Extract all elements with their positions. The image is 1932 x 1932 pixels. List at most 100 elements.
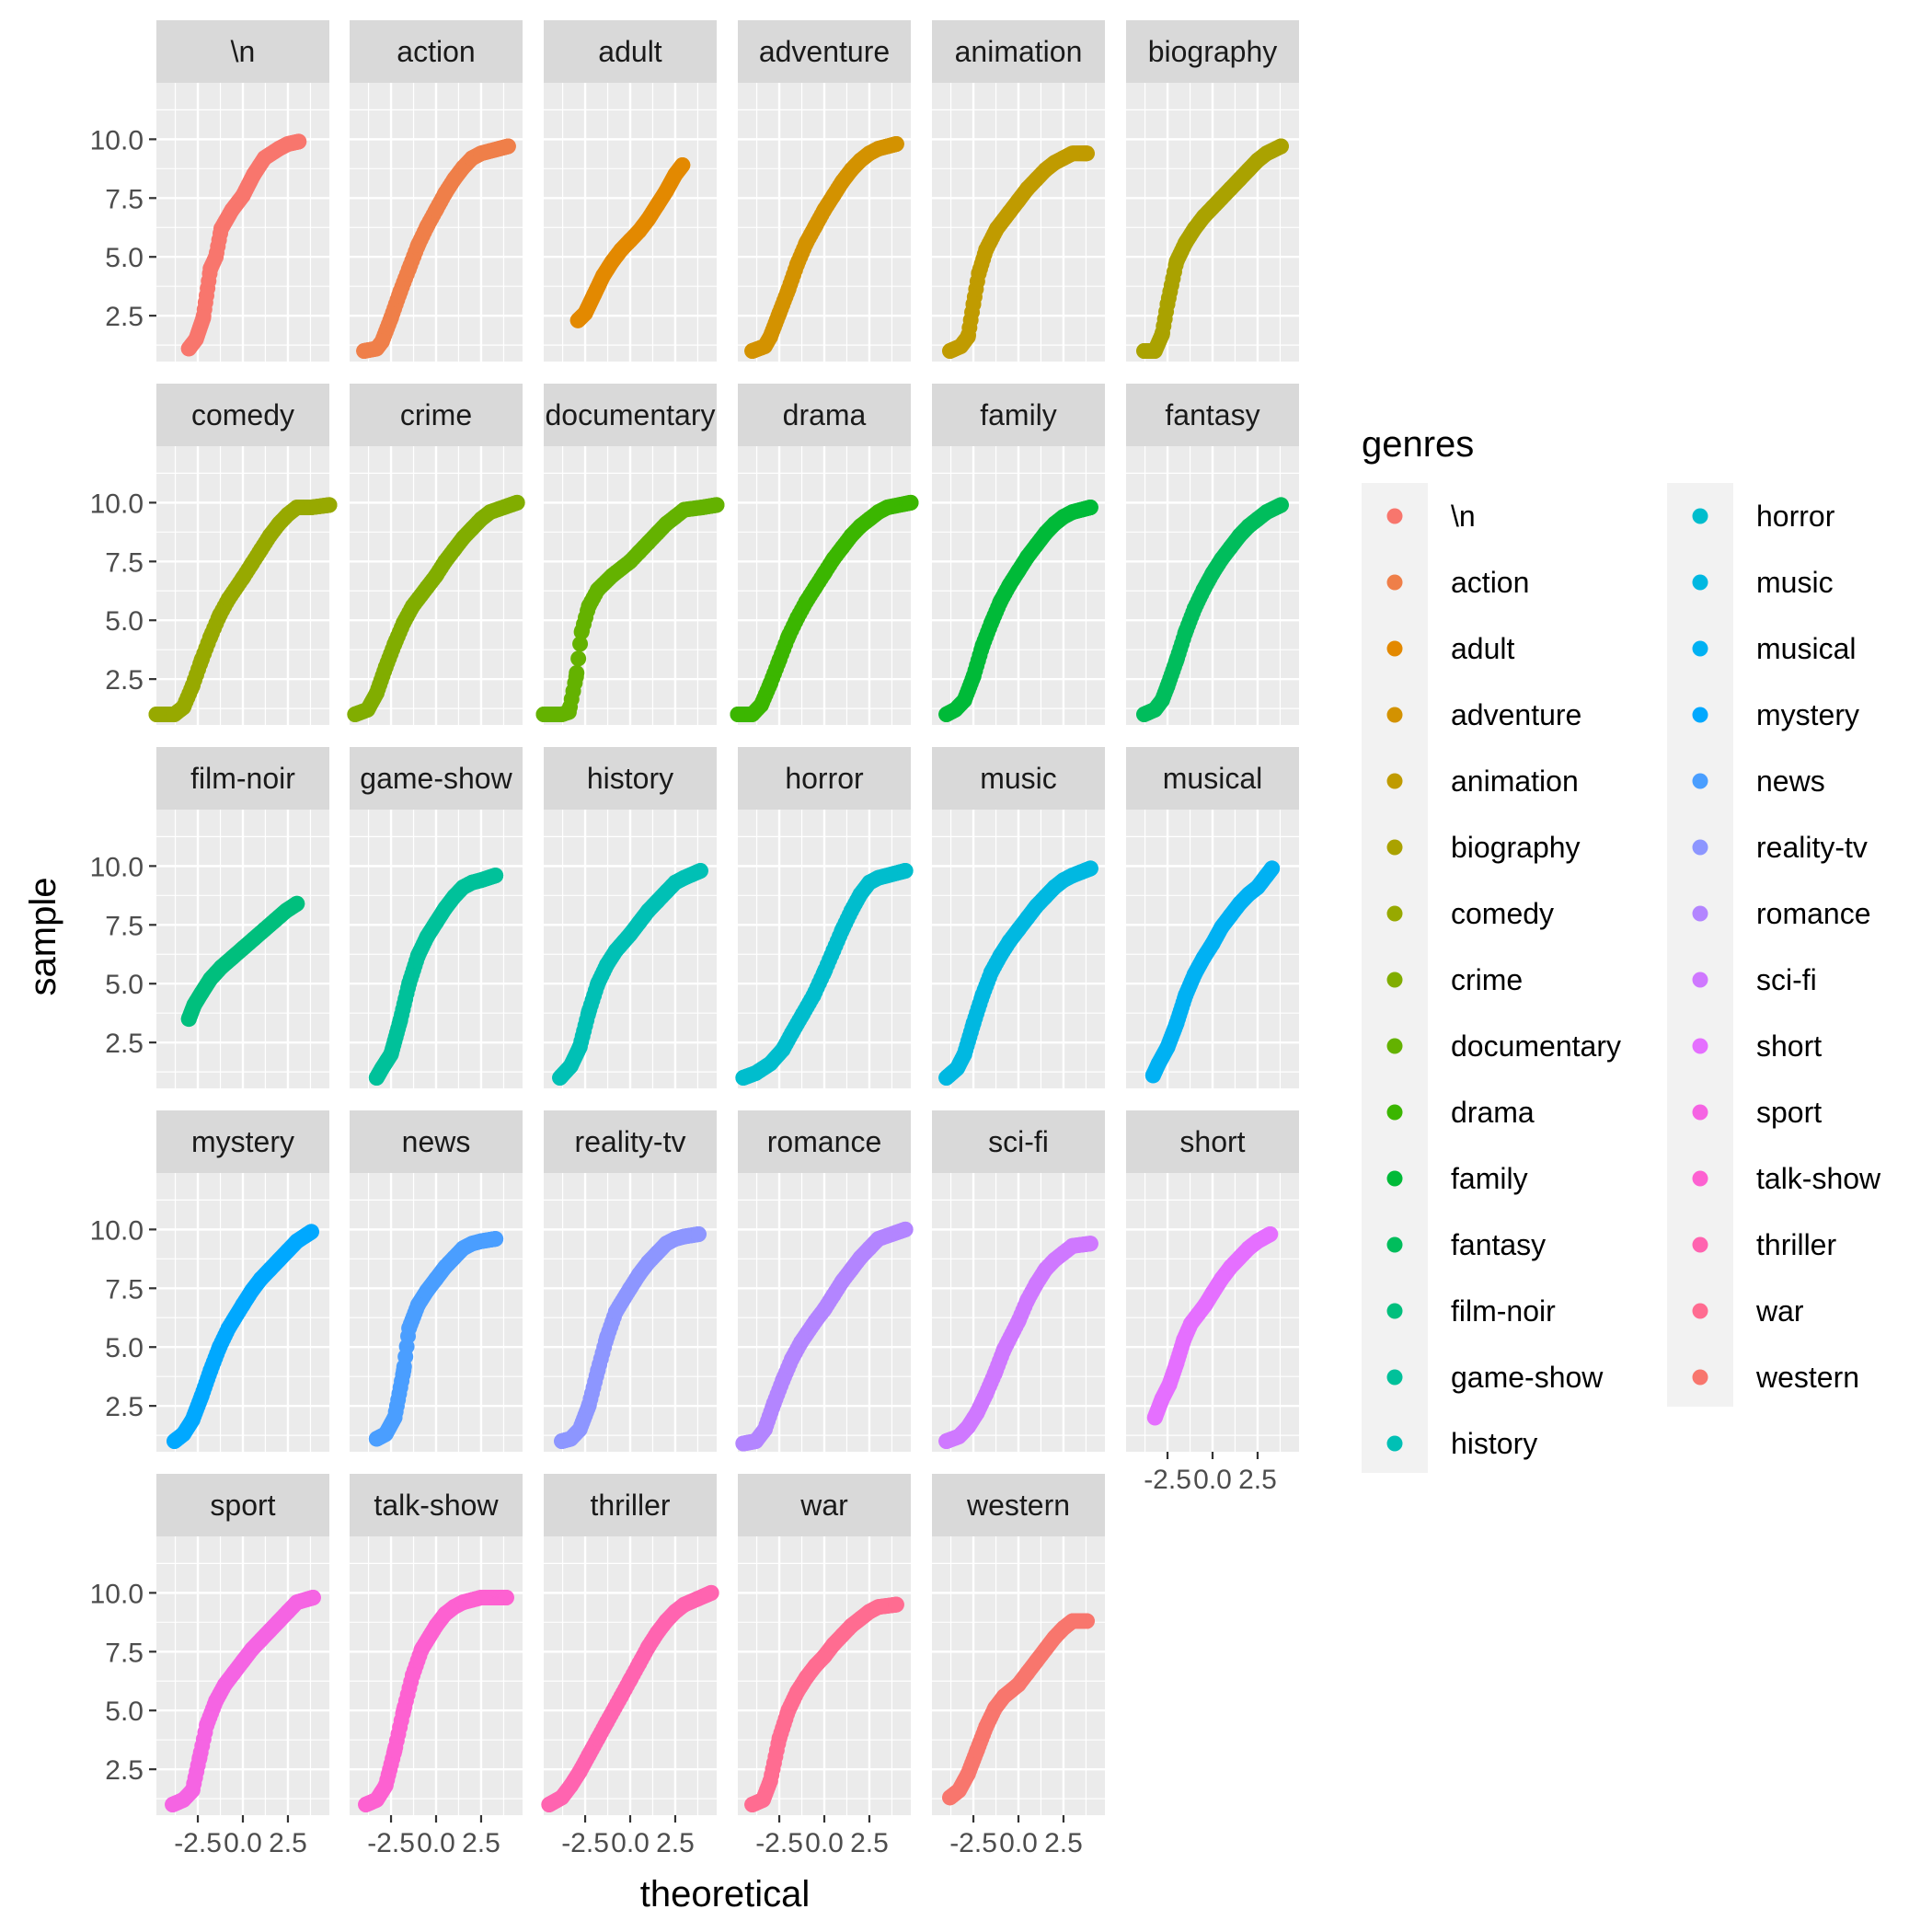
legend-key-dot: [1386, 1104, 1403, 1121]
data-point: [880, 499, 896, 515]
data-point: [220, 591, 236, 607]
x-tick-label: 0.0: [999, 1828, 1038, 1858]
panel-9: drama: [730, 384, 919, 725]
data-point: [1150, 1055, 1167, 1072]
data-point: [220, 1320, 236, 1337]
data-point: [658, 183, 674, 200]
x-tick-label: 0.0: [805, 1828, 844, 1858]
y-tick-label: 7.5: [105, 547, 144, 578]
x-tick-label: -2.5: [1144, 1465, 1191, 1495]
data-point: [771, 652, 788, 669]
data-point: [224, 201, 240, 218]
data-point: [595, 268, 612, 284]
data-point: [396, 1702, 412, 1719]
data-point: [199, 1717, 215, 1733]
facet-strip-label: film-noir: [190, 762, 295, 795]
legend-label: adult: [1451, 632, 1515, 665]
legend-key-dot: [1386, 972, 1403, 988]
data-point: [1204, 1284, 1221, 1301]
data-point: [409, 1296, 426, 1313]
data-point: [356, 342, 373, 359]
legend-label: action: [1451, 566, 1529, 599]
data-point: [1082, 499, 1098, 515]
data-point: [1010, 192, 1027, 209]
data-point: [1176, 1332, 1192, 1349]
facet-strip-label: adventure: [759, 35, 890, 68]
legend-key-dot: [1692, 1303, 1708, 1319]
panel-21: romance: [735, 1110, 914, 1452]
panel-11: fantasy: [1126, 384, 1299, 725]
data-point: [825, 942, 842, 959]
data-point: [798, 593, 814, 610]
y-tick-label: 5.0: [105, 1333, 144, 1363]
data-point: [488, 868, 504, 884]
data-point: [795, 1006, 811, 1022]
facet-strip-label: history: [587, 762, 673, 795]
panel-points: [180, 133, 307, 357]
data-point: [1272, 138, 1289, 155]
data-point: [303, 499, 319, 515]
data-point: [202, 971, 219, 987]
y-tick-label: 5.0: [105, 1696, 144, 1727]
data-point: [1019, 1292, 1036, 1308]
data-point: [498, 1589, 514, 1605]
data-point: [762, 1055, 778, 1072]
legend-key-dot: [1386, 574, 1403, 591]
data-point: [694, 499, 710, 515]
data-point: [571, 1421, 588, 1438]
data-point: [816, 963, 833, 980]
data-point: [622, 1672, 638, 1688]
panel-points: [569, 156, 691, 328]
data-point: [500, 138, 516, 155]
data-point: [983, 615, 1000, 631]
data-point: [419, 579, 435, 595]
data-point: [195, 310, 212, 327]
facet-strip-label: music: [980, 762, 1057, 795]
data-point: [888, 1596, 904, 1613]
data-point: [949, 1060, 965, 1076]
y-tick-label: 7.5: [105, 1638, 144, 1668]
data-point: [992, 948, 1008, 964]
data-point: [1146, 342, 1163, 359]
facet-strip-label: sci-fi: [988, 1125, 1049, 1158]
facet-strip-label: mystery: [191, 1125, 294, 1158]
data-point: [405, 598, 421, 615]
data-point: [1078, 145, 1095, 162]
data-point: [374, 1060, 390, 1076]
data-point: [148, 706, 165, 722]
legend-label: film-noir: [1451, 1294, 1556, 1328]
panel-points: [744, 135, 904, 359]
legend-label: horror: [1756, 500, 1835, 533]
panel-12: film-noir 2.5 5.0 7.5 10.0: [90, 747, 329, 1088]
data-point: [1168, 1016, 1185, 1032]
panel-28: western -2.5 0.0 2.5: [932, 1474, 1105, 1858]
data-point: [401, 975, 418, 992]
data-point: [708, 497, 725, 513]
legend-key-dot: [1386, 839, 1403, 856]
data-point: [1195, 581, 1212, 598]
legend-key-dot: [1386, 1236, 1403, 1253]
data-point: [676, 1596, 693, 1613]
data-point: [599, 1714, 615, 1731]
data-point: [396, 615, 412, 631]
data-point: [753, 696, 769, 713]
data-point: [956, 692, 972, 708]
data-point: [825, 1287, 842, 1304]
legend-key-dot: [1386, 905, 1403, 922]
x-tick-label: 2.5: [1044, 1828, 1083, 1858]
panel-26: thriller -2.5 0.0 2.5: [541, 1474, 719, 1858]
facet-strip-label: horror: [785, 762, 864, 795]
data-point: [437, 553, 454, 569]
legend-key-dot: [1692, 839, 1708, 856]
data-point: [789, 256, 806, 272]
facet-strip: [156, 384, 329, 446]
y-tick-label: 2.5: [105, 302, 144, 332]
y-tick-label: 10.0: [90, 852, 144, 882]
data-point: [374, 333, 390, 350]
data-point: [730, 706, 746, 722]
x-tick-label: 2.5: [462, 1828, 500, 1858]
facet-strip: [738, 20, 911, 83]
data-point: [780, 282, 797, 298]
data-point: [590, 1731, 606, 1747]
data-point: [703, 1584, 719, 1601]
